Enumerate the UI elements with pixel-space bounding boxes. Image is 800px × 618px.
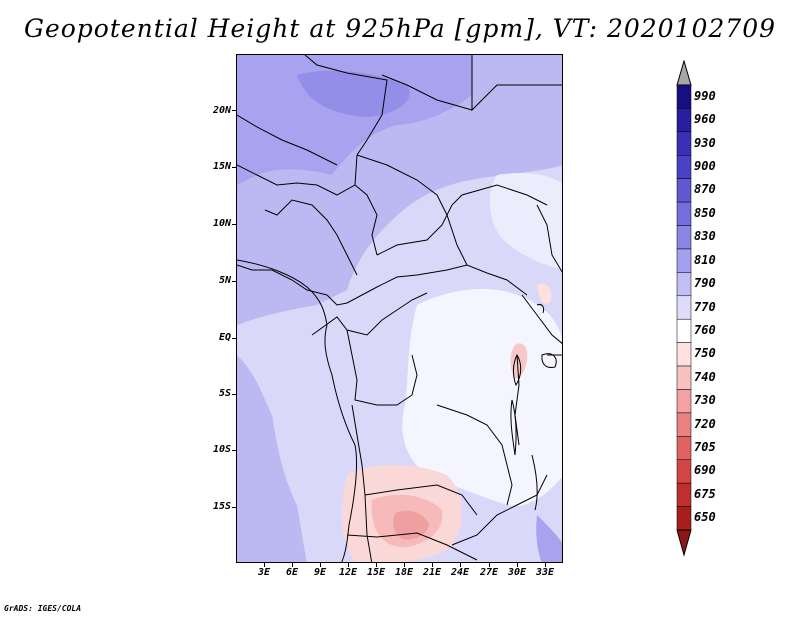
lat-tick bbox=[232, 507, 236, 508]
colorbar-under-triangle bbox=[676, 529, 692, 557]
lat-tick bbox=[232, 281, 236, 282]
colorbar-label: 870 bbox=[694, 182, 716, 197]
colorbar-label: 675 bbox=[694, 486, 716, 501]
colorbar-swatch bbox=[676, 318, 692, 343]
lon-tick bbox=[292, 563, 293, 567]
field-lake-pink bbox=[510, 343, 528, 379]
lon-tick bbox=[320, 563, 321, 567]
lon-label: 24E bbox=[450, 567, 470, 578]
lat-label: 5N bbox=[218, 275, 231, 286]
lat-label: 10S bbox=[212, 444, 231, 455]
colorbar-swatch bbox=[676, 295, 692, 320]
field-810-830 bbox=[237, 55, 472, 185]
lat-tick bbox=[232, 450, 236, 451]
lon-label: 3E bbox=[257, 567, 271, 578]
field-se-blue bbox=[536, 515, 562, 562]
lat-tick bbox=[232, 110, 236, 111]
map-panel bbox=[236, 54, 563, 563]
colorbar-swatch bbox=[676, 459, 692, 484]
colorbar-label: 730 bbox=[694, 393, 716, 408]
lat-label: 15S bbox=[212, 501, 231, 512]
colorbar-label: 990 bbox=[694, 88, 716, 103]
colorbar-label: 690 bbox=[694, 463, 716, 478]
lon-label: 6E bbox=[285, 567, 299, 578]
colorbar-label: 720 bbox=[694, 416, 716, 431]
lat-tick bbox=[232, 338, 236, 339]
plot-title: Geopotential Height at 925hPa [gpm], VT:… bbox=[23, 14, 777, 43]
colorbar bbox=[676, 60, 692, 557]
lon-tick bbox=[432, 563, 433, 567]
lon-tick bbox=[264, 563, 265, 567]
colorbar-label: 830 bbox=[694, 229, 716, 244]
lat-tick bbox=[232, 167, 236, 168]
colorbar-label: 850 bbox=[694, 205, 716, 220]
colorbar-swatch bbox=[676, 272, 692, 297]
lon-tick bbox=[517, 563, 518, 567]
colorbar-swatch bbox=[676, 178, 692, 203]
colorbar-swatch bbox=[676, 248, 692, 273]
colorbar-label: 900 bbox=[694, 158, 716, 173]
lon-label: 15E bbox=[366, 567, 386, 578]
colorbar-label: 790 bbox=[694, 276, 716, 291]
colorbar-swatch bbox=[676, 201, 692, 226]
colorbar-label: 760 bbox=[694, 322, 716, 337]
colorbar-label: 740 bbox=[694, 369, 716, 384]
geopotential-field bbox=[237, 55, 562, 562]
lat-label: 10N bbox=[212, 218, 231, 229]
credit-text: GrADS: IGES/COLA bbox=[4, 604, 82, 613]
colorbar-swatch bbox=[676, 84, 692, 109]
colorbar-swatch bbox=[676, 365, 692, 390]
colorbar-label: 750 bbox=[694, 346, 716, 361]
lat-label: EQ bbox=[218, 332, 231, 343]
lon-tick bbox=[545, 563, 546, 567]
field-ne-light bbox=[489, 173, 562, 270]
colorbar-label: 770 bbox=[694, 299, 716, 314]
lakes bbox=[510, 304, 557, 511]
lat-label: 20N bbox=[212, 105, 231, 116]
lat-tick bbox=[232, 394, 236, 395]
colorbar-swatch bbox=[676, 389, 692, 414]
colorbar-label: 705 bbox=[694, 440, 716, 455]
colorbar-label: 960 bbox=[694, 112, 716, 127]
coastline bbox=[237, 259, 358, 562]
lon-label: 33E bbox=[535, 567, 555, 578]
lon-tick bbox=[460, 563, 461, 567]
colorbar-swatch bbox=[676, 225, 692, 250]
lon-label: 12E bbox=[338, 567, 358, 578]
lon-tick bbox=[348, 563, 349, 567]
lat-label: 15N bbox=[212, 161, 231, 172]
field-830-850 bbox=[297, 70, 410, 117]
lat-label: 5S bbox=[218, 388, 231, 399]
lon-tick bbox=[376, 563, 377, 567]
lon-label: 21E bbox=[422, 567, 442, 578]
colorbar-swatch bbox=[676, 131, 692, 156]
field-east-pink bbox=[537, 283, 552, 304]
colorbar-label: 810 bbox=[694, 252, 716, 267]
lat-tick bbox=[232, 224, 236, 225]
field-760-770 bbox=[402, 288, 562, 506]
colorbar-over-triangle bbox=[676, 60, 692, 86]
field-790-810-southwest bbox=[237, 355, 307, 562]
lon-tick bbox=[489, 563, 490, 567]
lon-label: 9E bbox=[313, 567, 327, 578]
colorbar-label: 650 bbox=[694, 510, 716, 525]
lon-label: 18E bbox=[394, 567, 414, 578]
lon-label: 27E bbox=[479, 567, 499, 578]
colorbar-swatch bbox=[676, 108, 692, 133]
lon-tick bbox=[404, 563, 405, 567]
colorbar-label: 930 bbox=[694, 135, 716, 150]
colorbar-swatch bbox=[676, 436, 692, 460]
colorbar-swatch bbox=[676, 506, 692, 531]
colorbar-swatch bbox=[676, 155, 692, 179]
country-borders bbox=[237, 55, 562, 562]
colorbar-swatch bbox=[676, 342, 692, 367]
colorbar-swatch bbox=[676, 482, 692, 507]
colorbar-swatch bbox=[676, 412, 692, 437]
lon-label: 30E bbox=[507, 567, 527, 578]
field-730-740 bbox=[393, 510, 429, 540]
